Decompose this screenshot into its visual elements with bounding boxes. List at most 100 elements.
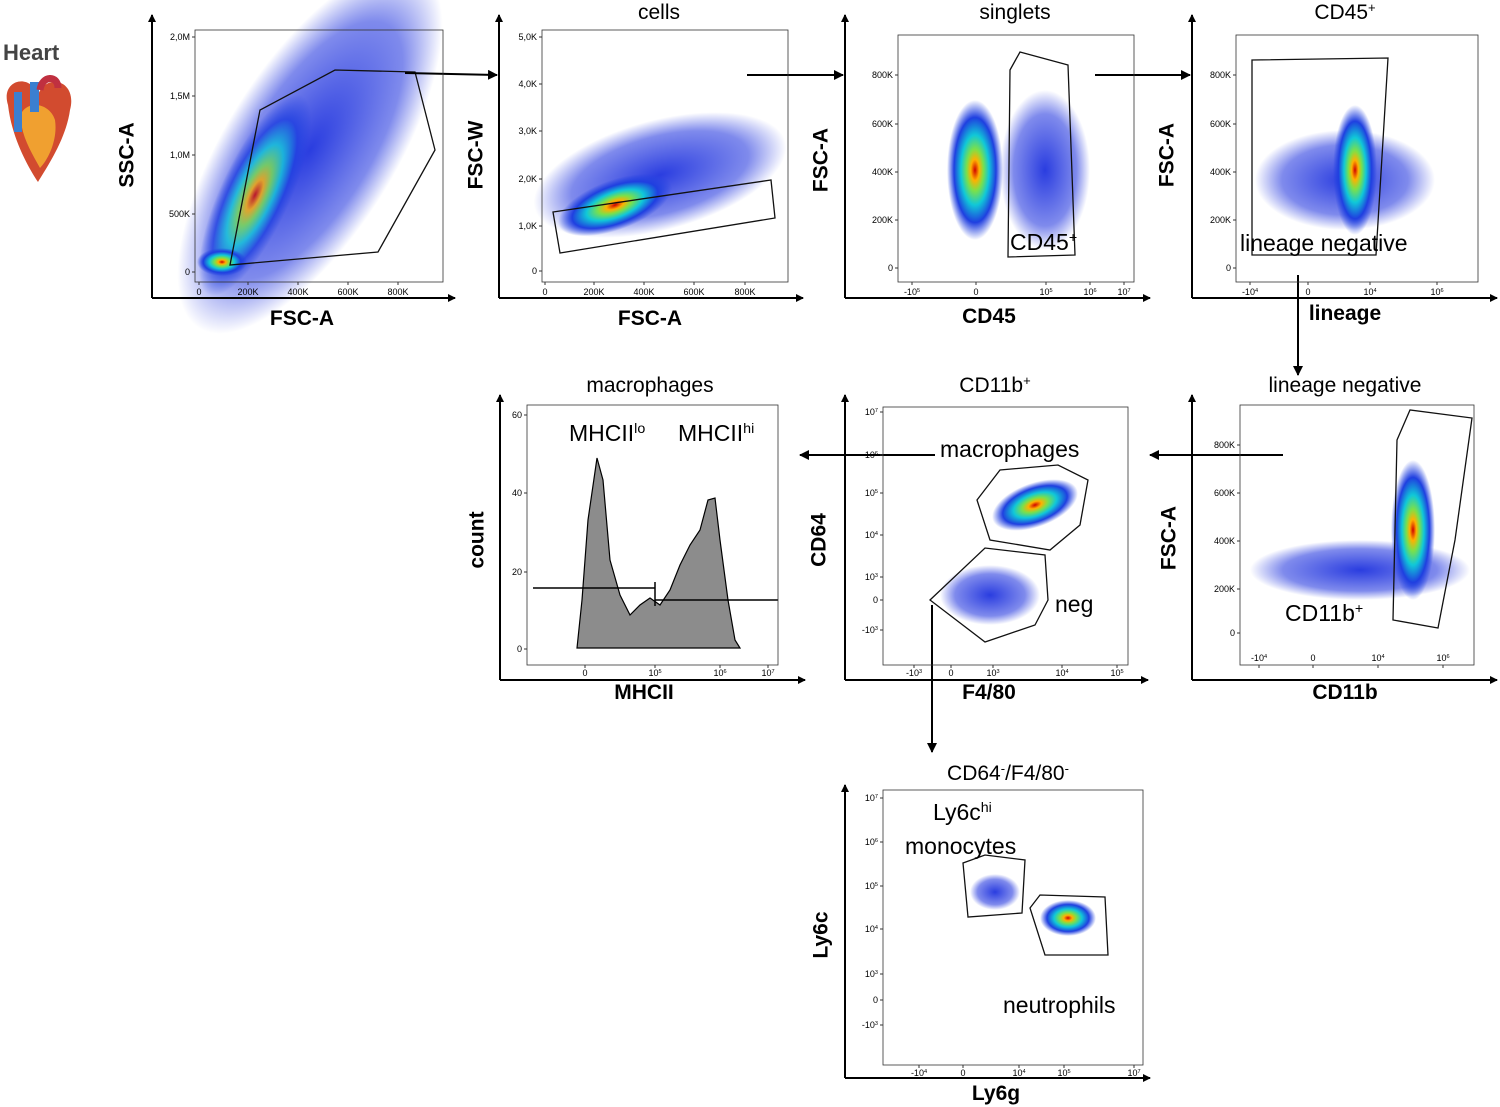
x-tick-label-sup: 6 bbox=[1446, 654, 1449, 660]
y-tick-label: -103 bbox=[862, 1020, 878, 1030]
x-tick-label-sup: 4 bbox=[1373, 288, 1376, 294]
x-tick-label: 0 bbox=[582, 668, 587, 678]
x-tick-label: 105 bbox=[648, 668, 661, 678]
y-tick-label-sup: 6 bbox=[875, 838, 878, 844]
x-axis-label: lineage bbox=[1309, 302, 1381, 325]
x-tick-label-part: 10 bbox=[1039, 287, 1049, 297]
y-tick-label: -103 bbox=[862, 625, 878, 635]
x-tick-label: -105 bbox=[904, 287, 920, 297]
x-axis-label: Ly6g bbox=[972, 1082, 1020, 1105]
x-tick-label-sup: 5 bbox=[1049, 288, 1052, 294]
panel-title-part: CD64 bbox=[947, 762, 1001, 785]
x-tick-label: 104 bbox=[1012, 1068, 1025, 1078]
gate-label-part: lineage negative bbox=[1240, 230, 1408, 256]
x-tick-label: 0 bbox=[196, 287, 201, 297]
y-tick-label-part: 0 bbox=[1230, 628, 1235, 638]
x-axis-label: CD45 bbox=[962, 305, 1016, 328]
panel-title-part: CD11b bbox=[959, 374, 1023, 397]
x-tick-label-part: 10 bbox=[761, 668, 771, 678]
y-tick-label: 400K bbox=[872, 167, 893, 177]
x-tick-label: 106 bbox=[1430, 287, 1443, 297]
y-tick-label: 106 bbox=[865, 837, 878, 847]
y-tick-label: 600K bbox=[1214, 488, 1235, 498]
gate-label-part: MHCII bbox=[569, 420, 634, 446]
x-tick-label-part: 10 bbox=[1055, 668, 1065, 678]
panel-title: singlets bbox=[979, 1, 1050, 24]
y-tick-label-part: 10 bbox=[865, 488, 875, 498]
plot-frame bbox=[541, 29, 789, 283]
x-tick-label: 105 bbox=[1110, 668, 1123, 678]
gate-label-part: neutrophils bbox=[1003, 992, 1116, 1018]
x-tick-label-sup: 5 bbox=[658, 669, 661, 675]
x-tick-label-sup: 6 bbox=[723, 669, 726, 675]
gate-label-part: CD45 bbox=[1010, 229, 1069, 255]
gate-label: MHCIIlo bbox=[569, 420, 645, 446]
y-tick-label-part: 400K bbox=[1214, 536, 1235, 546]
y-axis-label: SSC-A bbox=[116, 122, 139, 187]
x-tick-label: 106 bbox=[1436, 653, 1449, 663]
x-tick-label: 0 bbox=[948, 668, 953, 678]
y-tick-label-part: 2,0K bbox=[518, 174, 537, 184]
y-tick-label-part: 600K bbox=[872, 119, 893, 129]
plot-frame bbox=[1239, 404, 1475, 666]
x-tick-label: 105 bbox=[1057, 1068, 1070, 1078]
y-tick-label-part: 200K bbox=[872, 215, 893, 225]
x-tick-label-part: 10 bbox=[648, 668, 658, 678]
y-tick-label-part: 10 bbox=[865, 924, 875, 934]
panel-title: CD45+ bbox=[1314, 0, 1375, 24]
gate-label: CD11b+ bbox=[1285, 600, 1363, 626]
y-tick-label-part: 10 bbox=[865, 450, 875, 460]
x-tick-label: 600K bbox=[683, 287, 704, 297]
gate-label-sup: hi bbox=[981, 800, 992, 816]
y-tick-label: 600K bbox=[872, 119, 893, 129]
y-tick-label: 5,0K bbox=[518, 32, 537, 42]
gate-label-part: monocytes bbox=[905, 833, 1016, 859]
y-tick-label-part: 20 bbox=[512, 567, 522, 577]
y-tick-label: 105 bbox=[865, 488, 878, 498]
x-tick-label: 0 bbox=[960, 1068, 965, 1078]
y-tick-label: 104 bbox=[865, 530, 878, 540]
x-tick-label-part: -10 bbox=[911, 1068, 924, 1078]
y-tick-label-part: 2,0M bbox=[170, 32, 190, 42]
y-tick-label: 0 bbox=[888, 263, 893, 273]
x-tick-label-part: 600K bbox=[683, 287, 704, 297]
y-tick-label: 800K bbox=[1214, 440, 1235, 450]
gate-label-sup: lo bbox=[634, 421, 645, 437]
plot-frame bbox=[194, 29, 444, 283]
gate-label-sup: hi bbox=[743, 421, 754, 437]
plot-frame bbox=[1235, 34, 1479, 283]
panel-title: CD64-/F4/80- bbox=[947, 761, 1069, 786]
plot-frame bbox=[882, 789, 1144, 1066]
x-tick-label: 106 bbox=[1083, 287, 1096, 297]
x-tick-label-part: 400K bbox=[287, 287, 308, 297]
x-tick-label-part: 10 bbox=[1436, 653, 1446, 663]
x-tick-label-part: -10 bbox=[1242, 287, 1255, 297]
y-tick-label-part: 600K bbox=[1214, 488, 1235, 498]
panel-title: cells bbox=[638, 1, 680, 24]
x-tick-label-sup: 6 bbox=[1093, 288, 1096, 294]
x-tick-label-part: 0 bbox=[960, 1068, 965, 1078]
y-tick-label: 107 bbox=[865, 793, 878, 803]
x-tick-label-sup: 4 bbox=[924, 1069, 927, 1075]
x-tick-label: 104 bbox=[1363, 287, 1376, 297]
y-tick-label-part: 10 bbox=[865, 530, 875, 540]
plot-frame bbox=[526, 404, 779, 666]
y-tick-label: 0 bbox=[873, 995, 878, 1005]
panel-title: CD11b+ bbox=[959, 373, 1030, 398]
y-tick-label-sup: 3 bbox=[875, 626, 878, 632]
gate-label: macrophages bbox=[940, 436, 1079, 462]
flow-arrows bbox=[404, 69, 1303, 753]
y-tick-label-part: 60 bbox=[512, 410, 522, 420]
x-tick-label-part: 10 bbox=[1117, 287, 1127, 297]
y-tick-label-part: 0 bbox=[532, 266, 537, 276]
gate-label-part: macrophages bbox=[940, 436, 1079, 462]
y-tick-label: 4,0K bbox=[518, 79, 537, 89]
y-tick-label: 800K bbox=[872, 70, 893, 80]
y-tick-label-sup: 4 bbox=[875, 531, 878, 537]
x-axis-label: MHCII bbox=[614, 681, 674, 704]
y-tick-label: 200K bbox=[1214, 584, 1235, 594]
y-tick-label-part: 10 bbox=[865, 572, 875, 582]
x-tick-label: 0 bbox=[973, 287, 978, 297]
y-tick-label-part: 800K bbox=[1210, 70, 1231, 80]
